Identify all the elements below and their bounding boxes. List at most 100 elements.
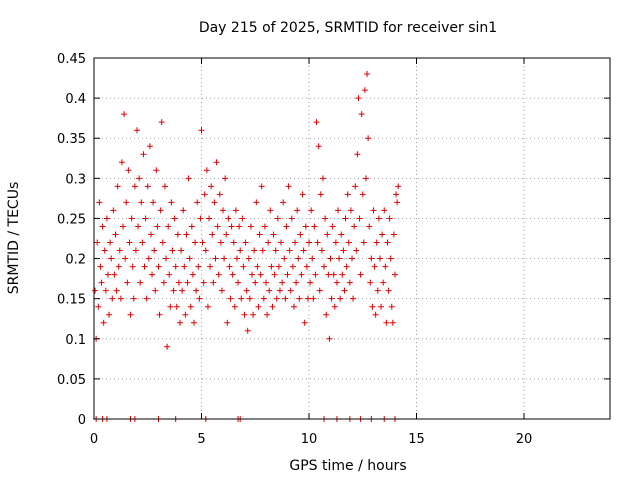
data-point [367, 279, 374, 286]
data-point [97, 263, 104, 270]
data-point [227, 295, 234, 302]
data-point [254, 263, 261, 270]
data-point [196, 295, 203, 302]
data-point [385, 287, 392, 294]
data-point [350, 295, 357, 302]
data-point [394, 199, 401, 206]
data-point [210, 279, 217, 286]
data-point [128, 215, 135, 222]
data-point [284, 271, 291, 278]
data-point [278, 239, 285, 246]
data-point [389, 319, 396, 326]
data-point [127, 311, 134, 318]
data-point [315, 143, 322, 150]
y-tick-label: 0.25 [57, 212, 86, 227]
data-point [395, 183, 402, 190]
data-point [268, 263, 275, 270]
data-point [258, 183, 265, 190]
data-point [346, 279, 353, 286]
data-point [100, 319, 107, 326]
data-point [338, 231, 345, 238]
data-point [383, 319, 390, 326]
data-point [143, 295, 150, 302]
data-point [158, 119, 165, 126]
data-point [116, 247, 123, 254]
data-point [99, 223, 106, 230]
data-point [114, 183, 121, 190]
data-point [322, 215, 329, 222]
data-point [153, 167, 160, 174]
data-point [144, 183, 151, 190]
data-point [259, 247, 266, 254]
data-point [364, 71, 371, 78]
data-point [249, 271, 256, 278]
data-point [198, 127, 205, 134]
data-point [142, 215, 149, 222]
plot-frame [93, 57, 611, 420]
data-point [193, 287, 200, 294]
data-point [221, 255, 228, 262]
data-point [376, 255, 383, 262]
data-point [189, 271, 196, 278]
data-point [247, 223, 254, 230]
data-point [156, 311, 163, 318]
data-point [332, 239, 339, 246]
data-point [327, 255, 334, 262]
data-point [255, 303, 262, 310]
data-point [163, 255, 170, 262]
data-point [286, 247, 293, 254]
data-point [263, 279, 269, 286]
y-tick-label: 0.3 [65, 172, 86, 187]
data-point [113, 287, 120, 294]
data-point [177, 319, 183, 326]
y-tick-label: 0.45 [57, 52, 86, 67]
y-tick-label: 0.05 [57, 373, 86, 388]
data-point [357, 271, 364, 278]
data-point [300, 247, 307, 254]
data-point [314, 239, 321, 246]
data-point [387, 255, 394, 262]
data-point [337, 295, 344, 302]
data-point [384, 239, 391, 246]
data-point [182, 311, 189, 318]
data-point [115, 263, 122, 270]
data-point [140, 151, 147, 158]
data-point [365, 135, 372, 142]
data-point [356, 215, 363, 222]
axis-ticks: 0 0.05 0.1 0.15 0.2 0.25 0.3 0.35 0.4 0.45 0 5 10 15 2… [57, 52, 610, 447]
data-point [279, 279, 286, 286]
data-point [107, 239, 114, 246]
data-point [369, 303, 376, 310]
data-point [211, 199, 218, 206]
data-point [237, 247, 244, 254]
data-point [155, 263, 162, 270]
data-point [159, 239, 166, 246]
data-point [298, 271, 305, 278]
data-point [373, 239, 380, 246]
data-point [282, 295, 289, 302]
data-point [187, 303, 194, 310]
data-point [343, 263, 350, 270]
data-point [272, 247, 279, 254]
data-point [165, 223, 172, 230]
x-tick-label: 20 [516, 432, 533, 447]
data-point [138, 199, 145, 206]
data-point [312, 271, 319, 278]
data-point [161, 183, 168, 190]
data-point [244, 327, 251, 334]
data-point [295, 255, 302, 262]
data-point [326, 335, 333, 342]
data-point [299, 191, 306, 198]
data-point [197, 215, 204, 222]
data-point [190, 319, 197, 326]
data-point [194, 199, 201, 206]
data-point [388, 303, 395, 310]
data-point [152, 287, 159, 294]
data-point [392, 271, 398, 278]
data-point [108, 255, 115, 262]
x-tick-label: 5 [197, 432, 205, 447]
data-point [135, 223, 142, 230]
data-point [184, 279, 191, 286]
data-point [342, 215, 349, 222]
data-point [129, 263, 136, 270]
